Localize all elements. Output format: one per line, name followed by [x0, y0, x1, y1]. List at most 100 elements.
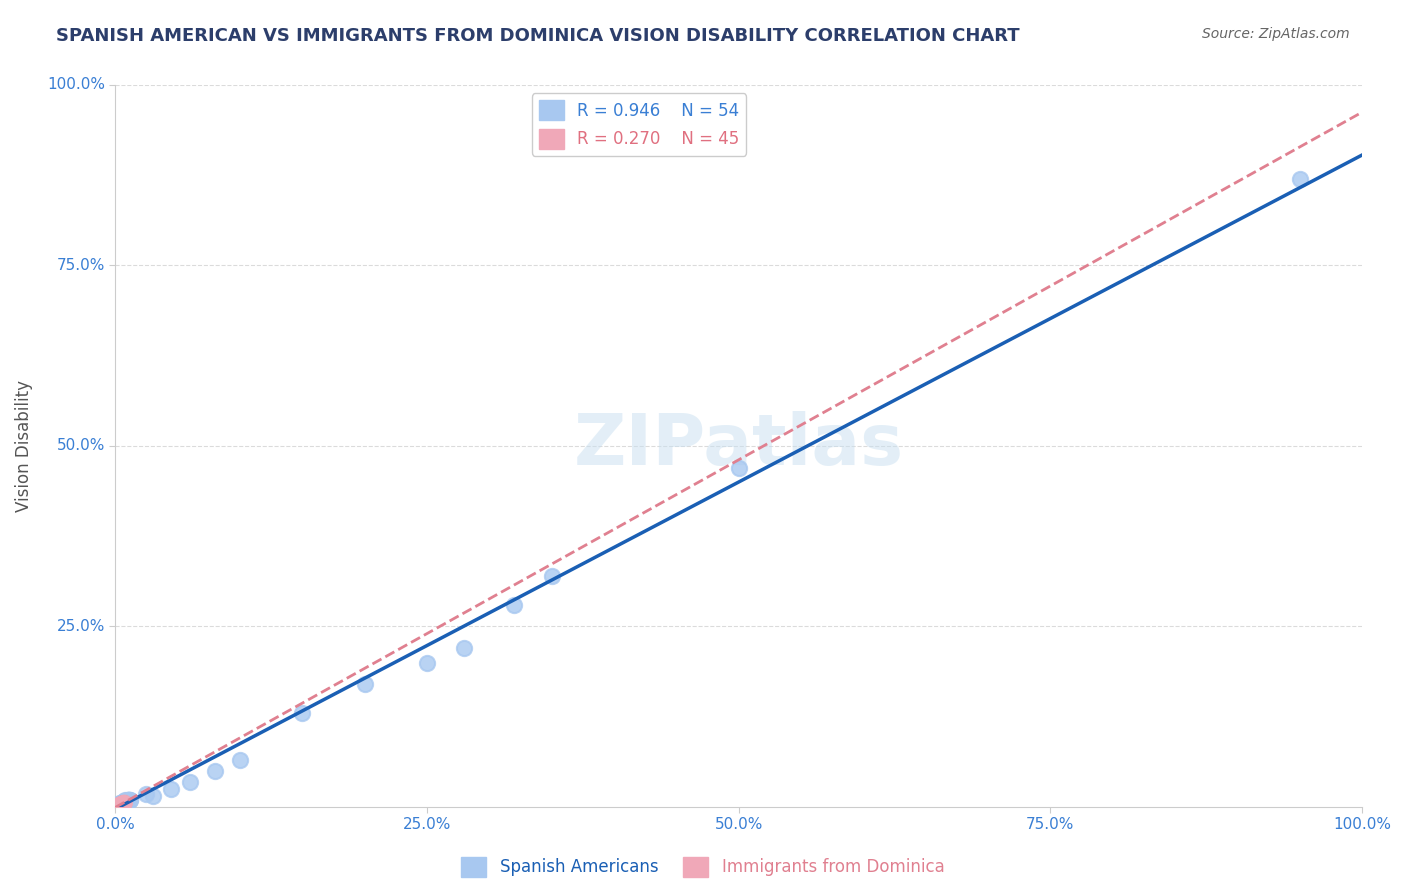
Point [111, 796, 134, 810]
Point [111, 796, 134, 810]
Legend: R = 0.946    N = 54, R = 0.270    N = 45: R = 0.946 N = 54, R = 0.270 N = 45 [531, 94, 745, 155]
Point [111, 797, 134, 811]
Point [115, 794, 138, 808]
Point [204, 764, 226, 778]
Point [110, 797, 132, 811]
Point [114, 794, 136, 808]
Point [110, 797, 132, 811]
Point [108, 798, 131, 813]
Point [112, 796, 135, 810]
Point [503, 598, 526, 612]
Point [110, 797, 132, 811]
Point [291, 706, 314, 720]
Point [110, 797, 132, 811]
Point [117, 793, 139, 807]
Point [416, 656, 439, 670]
Point [110, 797, 132, 811]
Y-axis label: Vision Disability: Vision Disability [15, 380, 32, 512]
Point [111, 797, 134, 811]
Point [110, 797, 132, 811]
Point [110, 797, 132, 811]
Point [112, 795, 135, 809]
Point [110, 797, 132, 811]
Point [179, 774, 201, 789]
Point [111, 796, 134, 810]
Point [115, 796, 138, 810]
Point [115, 794, 138, 808]
Point [110, 797, 132, 812]
Point [111, 797, 134, 811]
Point [110, 797, 132, 812]
Point [117, 793, 139, 807]
Text: ZIPatlas: ZIPatlas [574, 411, 904, 481]
Point [111, 797, 134, 811]
Point [117, 793, 139, 807]
Point [112, 795, 135, 809]
Point [108, 798, 131, 813]
Legend: Spanish Americans, Immigrants from Dominica: Spanish Americans, Immigrants from Domin… [454, 850, 952, 884]
Point [112, 796, 135, 810]
Point [110, 797, 132, 811]
Point [111, 797, 134, 811]
Point [110, 797, 132, 812]
Point [108, 798, 131, 813]
Point [110, 797, 132, 812]
Point [108, 798, 131, 813]
Point [110, 797, 132, 811]
Point [120, 793, 142, 807]
Point [112, 796, 135, 810]
Point [110, 797, 132, 811]
Point [111, 797, 134, 811]
Point [110, 797, 132, 812]
Point [1288, 171, 1310, 186]
Point [111, 797, 134, 811]
Point [110, 797, 132, 811]
Point [114, 793, 136, 807]
Point [353, 677, 375, 691]
Point [114, 795, 136, 809]
Point [110, 797, 132, 811]
Text: SPANISH AMERICAN VS IMMIGRANTS FROM DOMINICA VISION DISABILITY CORRELATION CHART: SPANISH AMERICAN VS IMMIGRANTS FROM DOMI… [56, 27, 1019, 45]
Point [112, 796, 135, 810]
Point [110, 797, 132, 811]
Point [110, 797, 132, 811]
Point [118, 793, 141, 807]
Point [110, 797, 132, 811]
Point [110, 797, 132, 812]
Point [112, 796, 135, 810]
Point [111, 797, 134, 811]
Point [142, 789, 165, 804]
Point [111, 797, 134, 811]
Point [108, 797, 131, 812]
Point [108, 797, 131, 811]
Point [110, 797, 132, 811]
Point [112, 794, 135, 808]
Point [110, 797, 132, 812]
Point [118, 793, 141, 807]
Point [112, 796, 135, 810]
Point [108, 798, 131, 813]
Point [107, 798, 129, 813]
Point [112, 795, 135, 809]
Point [229, 753, 252, 767]
Point [111, 797, 134, 811]
Point [135, 787, 157, 801]
Point [120, 793, 142, 807]
Point [114, 795, 136, 809]
Point [111, 797, 134, 811]
Point [108, 798, 131, 813]
Point [727, 460, 749, 475]
Point [110, 797, 132, 811]
Point [453, 641, 475, 656]
Text: Source: ZipAtlas.com: Source: ZipAtlas.com [1202, 27, 1350, 41]
Point [108, 797, 131, 812]
Point [111, 795, 134, 809]
Point [110, 797, 132, 812]
Point [115, 794, 138, 808]
Point [540, 569, 562, 583]
Point [108, 797, 131, 812]
Point [160, 781, 183, 796]
Point [110, 797, 132, 812]
Point [111, 796, 134, 810]
Point [108, 798, 131, 813]
